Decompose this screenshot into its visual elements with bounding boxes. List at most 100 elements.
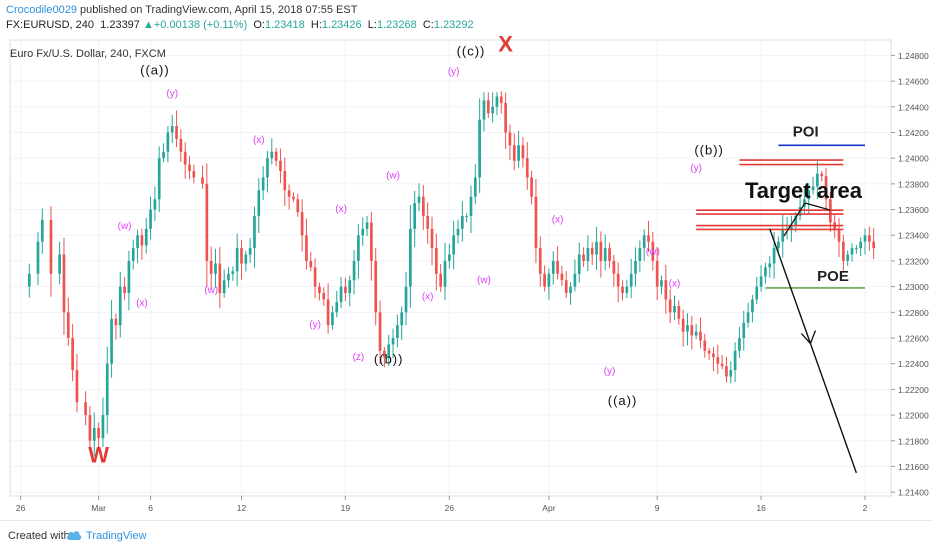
candle-body [422, 196, 425, 216]
candle-body [837, 228, 841, 242]
candle-body [361, 228, 365, 236]
candle-body [673, 305, 676, 313]
candle-body [867, 235, 871, 242]
candle-body [166, 132, 170, 152]
candle-body [664, 280, 668, 300]
tradingview-link[interactable]: TradingView [86, 530, 147, 542]
target-pointer-line [783, 202, 806, 237]
candle-body [140, 235, 144, 246]
y-tick-label: 1.22600 [898, 334, 929, 344]
candle-body [62, 254, 66, 313]
candle-body [331, 312, 334, 326]
footer: Created with TradingView [0, 520, 932, 551]
candle-body [746, 312, 750, 323]
published-text: published on TradingView.com, April 15, … [80, 4, 358, 16]
target-pointer-line [804, 202, 831, 211]
candle-body [712, 353, 715, 358]
candle-body [92, 427, 96, 441]
symbol-label: FX:EURUSD, 240 [6, 19, 95, 31]
candle-body [560, 273, 564, 281]
candle-body [777, 241, 780, 249]
candle-body [365, 222, 369, 229]
candle-body [603, 248, 607, 261]
y-tick-label: 1.22200 [898, 385, 929, 395]
annotations: POI POE Target area (w) (x) (y) (w) (x) (y) (x) (z… [88, 32, 866, 474]
candle-body [430, 228, 434, 249]
candle-body [36, 241, 40, 274]
y-tick-label: 1.21800 [898, 436, 929, 446]
candle-body [486, 100, 490, 114]
tradingview-cloud-icon [66, 531, 82, 540]
degree-label: ((c)) [457, 43, 486, 58]
candle-body [313, 267, 317, 287]
y-tick-label: 1.22400 [898, 359, 929, 369]
candle-body [58, 254, 61, 274]
wave-label: (y) [448, 67, 460, 78]
candle-body [447, 254, 451, 261]
candle-body [110, 318, 113, 364]
x-tick-label: 9 [655, 503, 660, 513]
candles [27, 91, 876, 457]
candle-body [443, 260, 447, 287]
candle-body [400, 312, 404, 326]
candle-body [157, 158, 161, 200]
candle-body [612, 260, 616, 274]
up-arrow-icon: ▲ [142, 19, 154, 31]
candle-body [595, 241, 598, 255]
candle-body [512, 145, 516, 161]
candle-body [75, 370, 79, 403]
candle-body [469, 196, 473, 216]
candle-body [478, 119, 481, 178]
y-tick-label: 1.22000 [898, 411, 929, 421]
candle-body [759, 276, 763, 287]
target-area-label: Target area [745, 178, 863, 203]
wave-label: (w) [204, 285, 218, 296]
candle-body [855, 248, 858, 250]
forecast-line [769, 228, 858, 474]
candle-body [642, 235, 646, 249]
candle-body [534, 196, 538, 249]
wave-label: (x) [422, 291, 434, 302]
candle-body [859, 241, 863, 249]
candle-body [417, 196, 421, 204]
price-chart[interactable]: Euro Fx/U.S. Dollar, 240, FXCM POI POE Tar… [0, 0, 932, 520]
candle-body [608, 248, 611, 261]
candle-body [456, 228, 460, 236]
candle-body [538, 248, 542, 274]
price-axis[interactable]: 1.24800 1.24600 1.24400 1.24200 1.24000 1.238… [891, 51, 929, 498]
author-link[interactable]: Crocodile0029 [6, 4, 77, 16]
x-tick-label: 26 [445, 503, 455, 513]
candle-body [521, 145, 525, 159]
y-tick-label: 1.24400 [898, 102, 929, 112]
candle-body [434, 248, 438, 274]
symbol-info: FX:EURUSD, 240 1.23397 ▲+0.00138 (+0.11%… [6, 19, 474, 31]
candle-body [551, 260, 555, 274]
time-axis[interactable]: 26 Mar 6 12 19 26 Apr 9 16 2 [16, 496, 868, 513]
wave-label: (w) [646, 247, 660, 258]
candle-body [391, 338, 395, 345]
candle-body [668, 299, 672, 313]
wave-label: (z) [353, 352, 365, 363]
candle-body [318, 286, 321, 294]
candle-body [248, 248, 252, 255]
high-value: 1.23426 [321, 19, 362, 31]
degree-label: ((b)) [694, 142, 724, 157]
candle-body [222, 280, 226, 294]
candle-body [227, 273, 230, 281]
poe-label: POE [817, 268, 849, 285]
candle-body [638, 248, 642, 261]
candle-body [348, 280, 352, 294]
candle-body [175, 126, 178, 139]
candle-body [188, 164, 191, 172]
candle-body [179, 138, 183, 152]
candle-body [40, 219, 44, 242]
candle-body [738, 338, 741, 351]
y-tick-label: 1.21600 [898, 462, 929, 472]
candle-body [586, 248, 590, 261]
candle-body [473, 177, 477, 197]
candle-body [725, 366, 728, 377]
close-label: C: [422, 19, 434, 31]
wave-label: (x) [253, 135, 265, 146]
candle-body [850, 248, 854, 255]
candle-body [71, 338, 74, 371]
